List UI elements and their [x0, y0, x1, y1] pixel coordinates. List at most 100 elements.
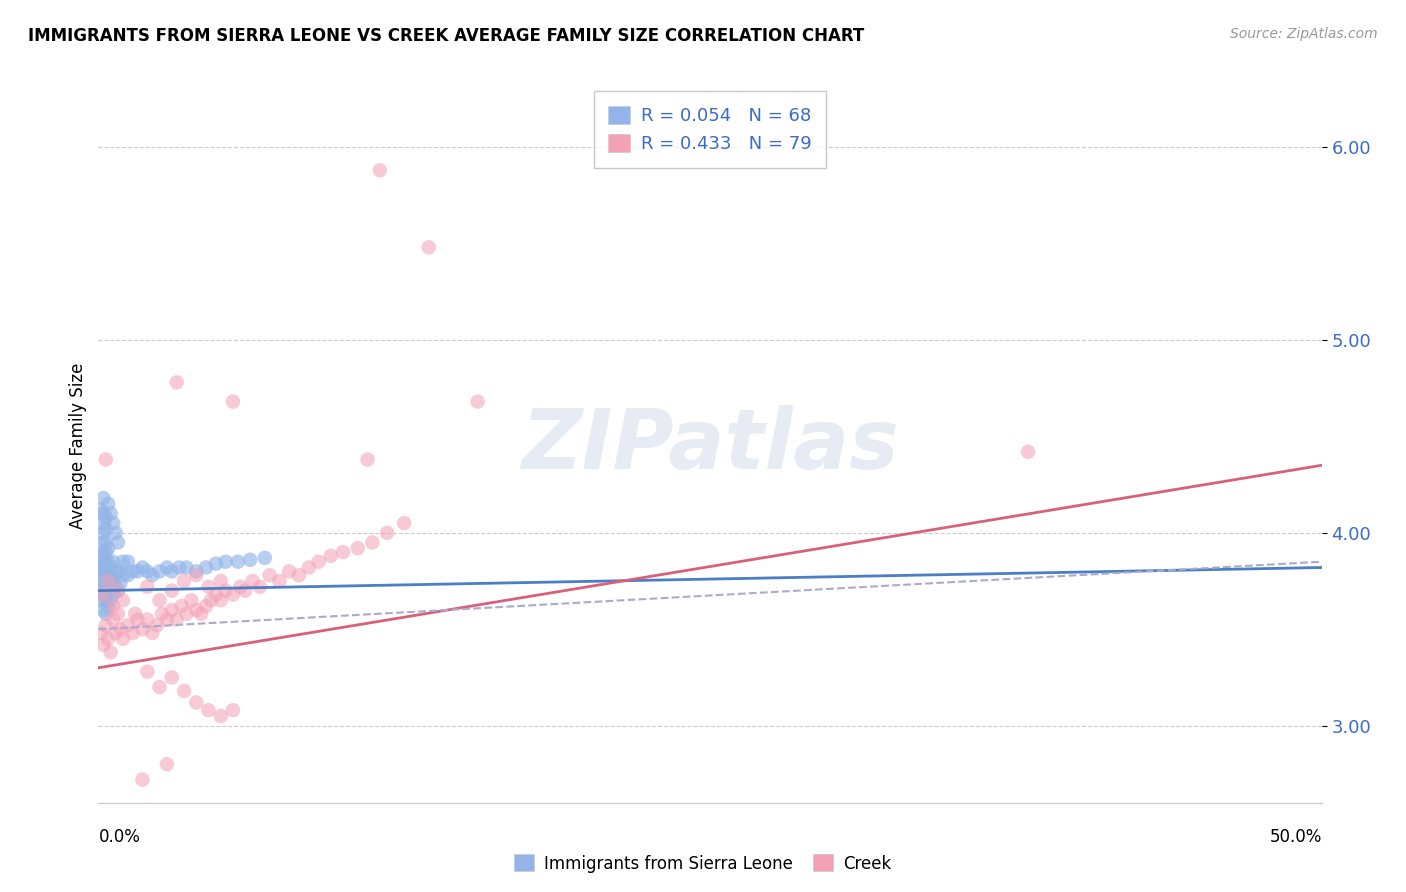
Point: [107, 565, 129, 579]
Point: [90, 560, 112, 574]
Point: [100, 593, 122, 607]
Y-axis label: Average Family Size: Average Family Size: [69, 363, 87, 529]
Point: [136, 565, 159, 579]
Point: [91, 565, 114, 579]
Point: [107, 583, 129, 598]
Point: [94, 522, 117, 536]
Point: [332, 545, 354, 559]
Point: [136, 665, 159, 679]
Point: [197, 580, 219, 594]
Point: [101, 516, 124, 530]
Point: [94, 568, 117, 582]
Point: [101, 555, 124, 569]
Point: [104, 626, 127, 640]
Point: [136, 613, 159, 627]
Point: [97, 599, 120, 613]
Point: [131, 622, 153, 636]
Point: [239, 553, 262, 567]
Point: [94, 593, 117, 607]
Point: [101, 572, 124, 586]
Point: [110, 576, 132, 591]
Point: [127, 565, 149, 579]
Point: [111, 555, 134, 569]
Point: [361, 535, 384, 549]
Point: [214, 555, 236, 569]
Point: [101, 587, 124, 601]
Point: [117, 618, 139, 632]
Point: [149, 565, 172, 579]
Legend: Immigrants from Sierra Leone, Creek: Immigrants from Sierra Leone, Creek: [508, 847, 898, 880]
Point: [233, 583, 256, 598]
Point: [90, 593, 112, 607]
Point: [209, 709, 232, 723]
Point: [111, 632, 134, 646]
Point: [97, 497, 120, 511]
Point: [308, 555, 330, 569]
Point: [197, 703, 219, 717]
Point: [107, 583, 129, 598]
Point: [90, 568, 112, 582]
Point: [91, 555, 114, 569]
Point: [209, 574, 232, 588]
Point: [467, 394, 489, 409]
Point: [180, 593, 202, 607]
Point: [111, 593, 134, 607]
Point: [222, 703, 245, 717]
Point: [94, 452, 117, 467]
Point: [156, 757, 179, 772]
Point: [209, 593, 232, 607]
Point: [136, 580, 159, 594]
Point: [150, 607, 173, 621]
Point: [222, 394, 245, 409]
Point: [127, 613, 149, 627]
Point: [1017, 444, 1039, 458]
Point: [94, 510, 117, 524]
Point: [100, 507, 122, 521]
Point: [418, 240, 440, 254]
Point: [205, 587, 228, 601]
Point: [259, 568, 281, 582]
Point: [117, 568, 139, 582]
Point: [176, 607, 198, 621]
Point: [298, 560, 321, 574]
Point: [91, 603, 114, 617]
Point: [107, 607, 129, 621]
Point: [91, 525, 114, 540]
Point: [94, 580, 117, 594]
Point: [90, 502, 112, 516]
Point: [356, 452, 378, 467]
Point: [167, 560, 190, 574]
Point: [242, 574, 264, 588]
Point: [100, 574, 122, 588]
Point: [100, 560, 122, 574]
Point: [101, 599, 124, 613]
Point: [173, 684, 195, 698]
Point: [160, 670, 183, 684]
Point: [249, 580, 271, 594]
Point: [176, 560, 198, 574]
Point: [186, 568, 208, 582]
Point: [200, 593, 222, 607]
Point: [94, 618, 117, 632]
Point: [392, 516, 416, 530]
Point: [91, 507, 114, 521]
Point: [195, 560, 218, 574]
Point: [278, 565, 301, 579]
Text: 50.0%: 50.0%: [1270, 828, 1322, 846]
Point: [117, 555, 139, 569]
Point: [121, 626, 143, 640]
Point: [214, 583, 236, 598]
Point: [107, 535, 129, 549]
Point: [205, 557, 228, 571]
Point: [346, 541, 368, 556]
Point: [141, 568, 163, 582]
Point: [195, 599, 218, 613]
Point: [146, 618, 169, 632]
Point: [104, 580, 127, 594]
Point: [121, 565, 143, 579]
Point: [190, 607, 212, 621]
Point: [375, 525, 398, 540]
Point: [173, 574, 195, 588]
Point: [91, 638, 114, 652]
Point: [229, 580, 252, 594]
